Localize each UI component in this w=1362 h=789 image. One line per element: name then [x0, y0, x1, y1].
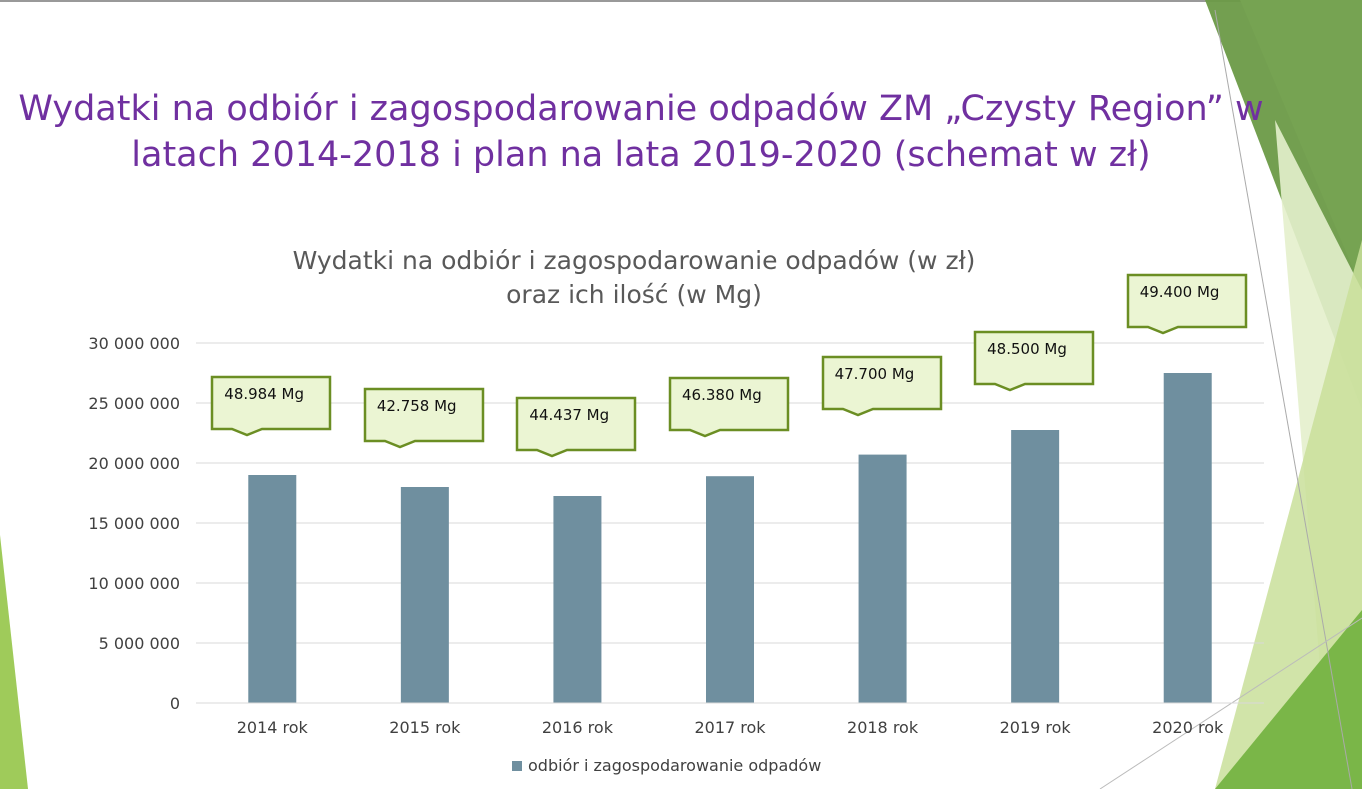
chart-title: Wydatki na odbiór i zagospodarowanie odp…: [0, 244, 1268, 312]
data-callout: 48.500 Mg: [973, 330, 1095, 392]
y-tick-label: 10 000 000: [88, 574, 180, 593]
callout-label: 48.500 Mg: [987, 340, 1067, 358]
legend-swatch: [512, 760, 522, 771]
callout-shape: [1126, 273, 1247, 335]
data-callout: 42.758 Mg: [363, 387, 485, 449]
bar: [1011, 430, 1060, 703]
y-tick-label: 5 000 000: [99, 634, 180, 653]
y-tick-label: 30 000 000: [88, 334, 180, 353]
callout-shape: [973, 330, 1095, 392]
x-tick-label: 2015 rok: [389, 718, 461, 737]
callout-shape: [363, 387, 485, 449]
bar: [858, 454, 907, 703]
data-callout: 47.700 Mg: [821, 355, 942, 416]
x-tick-label: 2016 rok: [542, 718, 614, 737]
callout-shape: [211, 375, 332, 437]
slide-title: Wydatki na odbiór i zagospodarowanie odp…: [18, 89, 1264, 175]
callout-label: 48.984 Mg: [224, 385, 304, 403]
legend-label: odbiór i zagospodarowanie odpadów: [528, 756, 822, 775]
bar: [706, 476, 754, 703]
bar: [1163, 373, 1212, 703]
x-tick-label: 2017 rok: [694, 718, 766, 737]
callout-shape: [668, 376, 790, 438]
legend: odbiór i zagospodarowanie odpadów: [512, 756, 821, 775]
bar: [400, 487, 449, 703]
bar: [553, 496, 602, 703]
data-callout: 49.400 Mg: [1126, 273, 1247, 335]
callout-shape: [516, 396, 637, 458]
callout-label: 42.758 Mg: [376, 397, 457, 415]
bar: [248, 475, 297, 703]
chart-title-line2: oraz ich ilość (w Mg): [506, 280, 762, 309]
x-tick-label: 2014 rok: [237, 718, 309, 737]
x-tick-label: 2018 rok: [847, 718, 919, 737]
callout-label: 49.400 Mg: [1139, 283, 1220, 301]
y-tick-label: 0: [170, 694, 180, 713]
y-tick-label: 15 000 000: [88, 514, 180, 533]
callout-label: 47.700 Mg: [834, 364, 915, 383]
data-callout: 44.437 Mg: [516, 396, 637, 458]
chart-title-line1: Wydatki na odbiór i zagospodarowanie odp…: [292, 246, 976, 275]
y-tick-label: 20 000 000: [88, 454, 180, 473]
y-tick-label: 25 000 000: [88, 394, 180, 413]
callout-shape: [821, 355, 942, 416]
data-callout: 48.984 Mg: [211, 375, 332, 437]
x-tick-label: 2019 rok: [1000, 718, 1072, 737]
callout-label: 44.437 Mg: [529, 406, 610, 424]
x-tick-label: 2020 rok: [1152, 718, 1224, 737]
data-callout: 46.380 Mg: [668, 376, 790, 438]
callout-label: 46.380 Mg: [682, 386, 762, 405]
